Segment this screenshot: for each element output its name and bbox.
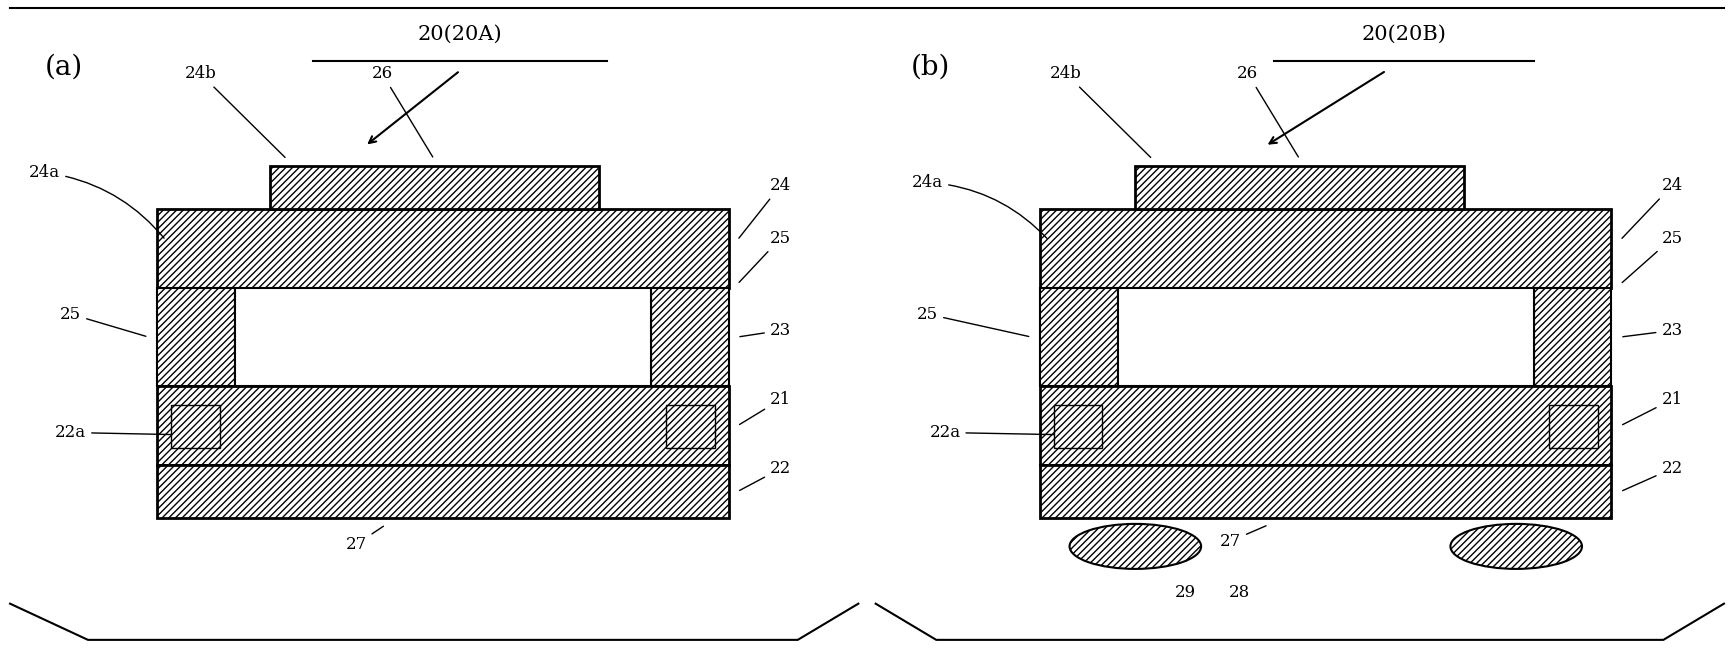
Text: 21: 21 <box>739 391 791 424</box>
Text: 28: 28 <box>1229 584 1250 601</box>
Text: (a): (a) <box>45 54 83 81</box>
Text: 23: 23 <box>1623 322 1682 339</box>
Text: 22: 22 <box>740 460 791 490</box>
Bar <box>1054 405 1103 448</box>
Text: 26: 26 <box>1238 65 1299 157</box>
Bar <box>1136 166 1463 209</box>
Ellipse shape <box>1070 524 1202 569</box>
Bar <box>1548 405 1597 448</box>
Text: 20(20B): 20(20B) <box>1361 24 1446 44</box>
Text: 24: 24 <box>1621 177 1682 239</box>
Text: 26: 26 <box>371 65 434 157</box>
Bar <box>1040 387 1611 465</box>
Bar <box>1040 465 1611 518</box>
Text: 24b: 24b <box>1051 65 1151 157</box>
Bar <box>1533 288 1611 387</box>
Bar <box>1040 288 1118 387</box>
Bar <box>158 465 728 518</box>
Bar <box>158 387 728 465</box>
Text: 25: 25 <box>61 305 146 336</box>
Bar <box>172 405 220 448</box>
Text: 29: 29 <box>1176 584 1196 601</box>
Text: 21: 21 <box>1623 391 1682 424</box>
Text: 20(20A): 20(20A) <box>418 24 503 44</box>
Bar <box>666 405 714 448</box>
Text: 24a: 24a <box>29 164 165 238</box>
Text: 22a: 22a <box>55 424 192 441</box>
Ellipse shape <box>1450 524 1581 569</box>
Bar <box>1118 288 1533 387</box>
Text: 24a: 24a <box>912 174 1047 239</box>
Bar <box>236 288 650 387</box>
Text: 24b: 24b <box>184 65 284 157</box>
Bar <box>158 288 236 387</box>
Text: 22a: 22a <box>929 424 1075 441</box>
Bar <box>1040 209 1611 288</box>
Bar <box>650 288 728 387</box>
Text: (b): (b) <box>910 54 950 81</box>
Bar <box>271 166 598 209</box>
Text: 25: 25 <box>1623 230 1682 283</box>
Bar <box>158 209 728 288</box>
Text: 27: 27 <box>1221 525 1266 550</box>
Text: 24: 24 <box>739 177 791 238</box>
Text: 23: 23 <box>740 322 791 339</box>
Text: 25: 25 <box>739 230 791 282</box>
Text: 27: 27 <box>345 526 383 553</box>
Text: 25: 25 <box>917 305 1028 336</box>
Text: 22: 22 <box>1623 460 1682 490</box>
